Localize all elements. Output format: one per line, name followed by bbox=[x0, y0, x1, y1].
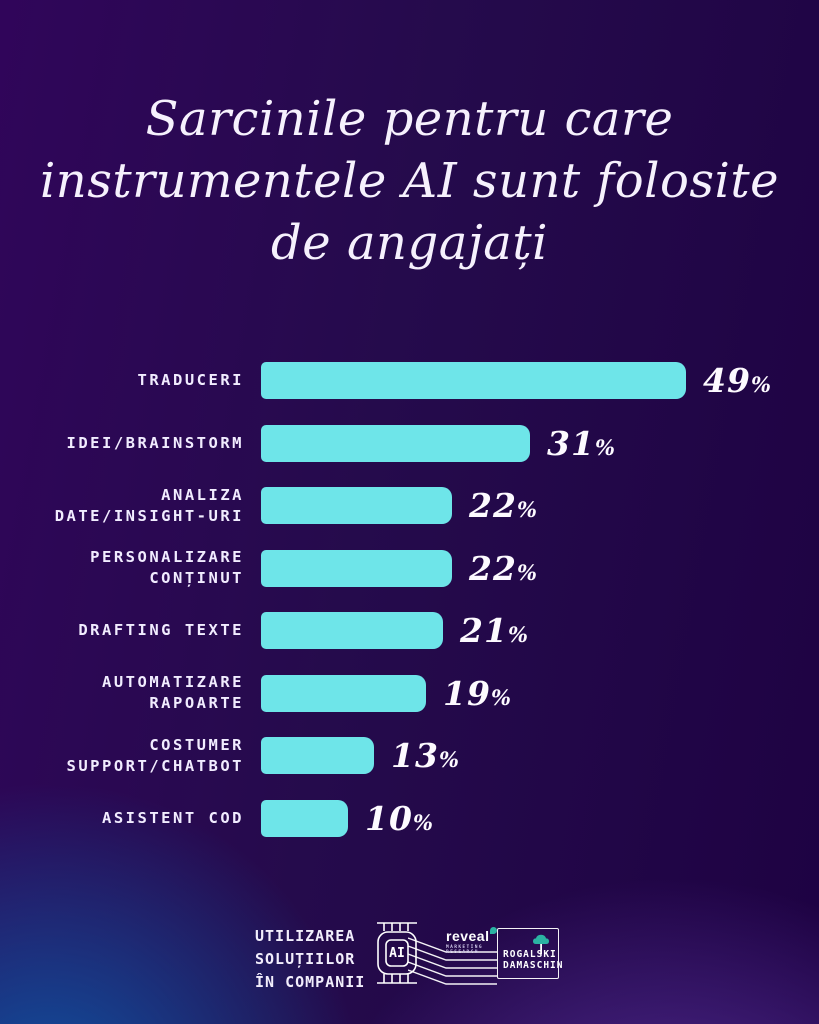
bar-value: 22% bbox=[469, 486, 538, 525]
circuit-traces-icon bbox=[408, 937, 497, 985]
bar-value: 22% bbox=[469, 549, 538, 588]
bar-value-suffix: % bbox=[412, 809, 434, 835]
chart-title-line: de angajați bbox=[271, 215, 548, 271]
bar-value-suffix: % bbox=[507, 622, 529, 647]
bar-label: AUTOMATIZARE RAPOARTE bbox=[102, 673, 244, 712]
bar-value: 49% bbox=[703, 361, 772, 400]
bar bbox=[261, 424, 530, 462]
bar-value: 19% bbox=[443, 674, 512, 713]
umbrella-tree-icon bbox=[533, 934, 549, 954]
bar-value: 31% bbox=[547, 424, 616, 463]
bar-label: DRAFTING TEXTE bbox=[78, 621, 244, 639]
bar-value-suffix: % bbox=[750, 372, 772, 397]
bar-value-suffix: % bbox=[516, 497, 538, 522]
bar-value-number: 13 bbox=[391, 736, 439, 775]
bar-label: IDEI/BRAINSTORM bbox=[66, 433, 244, 452]
bar bbox=[261, 674, 426, 712]
bar-value-number: 10 bbox=[365, 798, 413, 838]
bar-value-suffix: % bbox=[438, 747, 460, 772]
bar-chart: TRADUCERI 49% IDEI/BRAINSTORM 31% ANALIZ… bbox=[48, 361, 788, 862]
bar-row: ANALIZA DATE/INSIGHT-URI 22% bbox=[48, 485, 788, 526]
chart-title: Sarcinile pentru care instrumentele AI s… bbox=[0, 88, 819, 274]
footer-caption: UTILIZAREA SOLUȚIILOR ÎN COMPANII bbox=[255, 925, 365, 994]
bar-value-number: 49 bbox=[703, 361, 751, 400]
bar-label: TRADUCERI bbox=[137, 371, 244, 389]
reveal-dot-icon bbox=[490, 927, 498, 934]
bar-value-number: 21 bbox=[460, 611, 508, 650]
bar-label: COSTUMER SUPPORT/CHATBOT bbox=[66, 735, 244, 775]
bar-value: 13% bbox=[391, 736, 460, 775]
bar-value: 10% bbox=[365, 799, 434, 838]
reveal-logo: reveal MARKETING RESEARCH bbox=[446, 927, 500, 955]
bar bbox=[261, 737, 374, 774]
reveal-logo-subtext: MARKETING RESEARCH bbox=[446, 945, 483, 955]
bar-row: IDEI/BRAINSTORM 31% bbox=[48, 424, 788, 463]
bar-label: ANALIZA DATE/INSIGHT-URI bbox=[54, 485, 244, 525]
bar-value-number: 31 bbox=[547, 423, 595, 463]
ai-chip-icon: AI bbox=[377, 922, 417, 984]
bar bbox=[261, 549, 452, 587]
bar-value-number: 22 bbox=[469, 548, 517, 588]
rogalski-damaschin-logo: ROGALSKI DAMASCHIN bbox=[497, 928, 562, 979]
bar-value-suffix: % bbox=[516, 559, 538, 585]
bar-label: PERSONALIZARE CONȚINUT bbox=[90, 548, 244, 587]
bar-value-number: 22 bbox=[469, 486, 517, 525]
bar bbox=[261, 487, 452, 524]
footer-lockup: UTILIZAREA SOLUȚIILOR ÎN COMPANII AI rev… bbox=[255, 918, 570, 1000]
bar-row: AUTOMATIZARE RAPOARTE 19% bbox=[48, 673, 788, 713]
bar-label: ASISTENT COD bbox=[102, 808, 244, 827]
bar-value-suffix: % bbox=[490, 684, 512, 710]
rogalski-damaschin-text: ROGALSKI DAMASCHIN bbox=[503, 949, 564, 971]
svg-text:AI: AI bbox=[389, 946, 405, 961]
bar bbox=[261, 799, 348, 837]
chart-title-line: instrumentele AI sunt folosite bbox=[39, 153, 780, 209]
footer-caption-line: UTILIZAREA bbox=[255, 927, 356, 945]
reveal-logo-text: reveal bbox=[446, 928, 490, 944]
bar-row: PERSONALIZARE CONȚINUT 22% bbox=[48, 548, 788, 588]
bar bbox=[261, 612, 443, 649]
chart-title-line: Sarcinile pentru care bbox=[145, 91, 674, 147]
bar bbox=[261, 362, 686, 399]
bar-value-suffix: % bbox=[594, 434, 616, 460]
bar-value: 21% bbox=[460, 611, 529, 650]
cloud-shape bbox=[533, 934, 549, 944]
bar-row: TRADUCERI 49% bbox=[48, 361, 788, 400]
bar-row: DRAFTING TEXTE 21% bbox=[48, 611, 788, 650]
bar-row: ASISTENT COD 10% bbox=[48, 799, 788, 838]
footer-caption-line: ÎN COMPANII bbox=[255, 973, 366, 991]
bar-value-number: 19 bbox=[443, 673, 491, 713]
footer-caption-line: SOLUȚIILOR bbox=[255, 950, 356, 968]
bar-row: COSTUMER SUPPORT/CHATBOT 13% bbox=[48, 735, 788, 776]
